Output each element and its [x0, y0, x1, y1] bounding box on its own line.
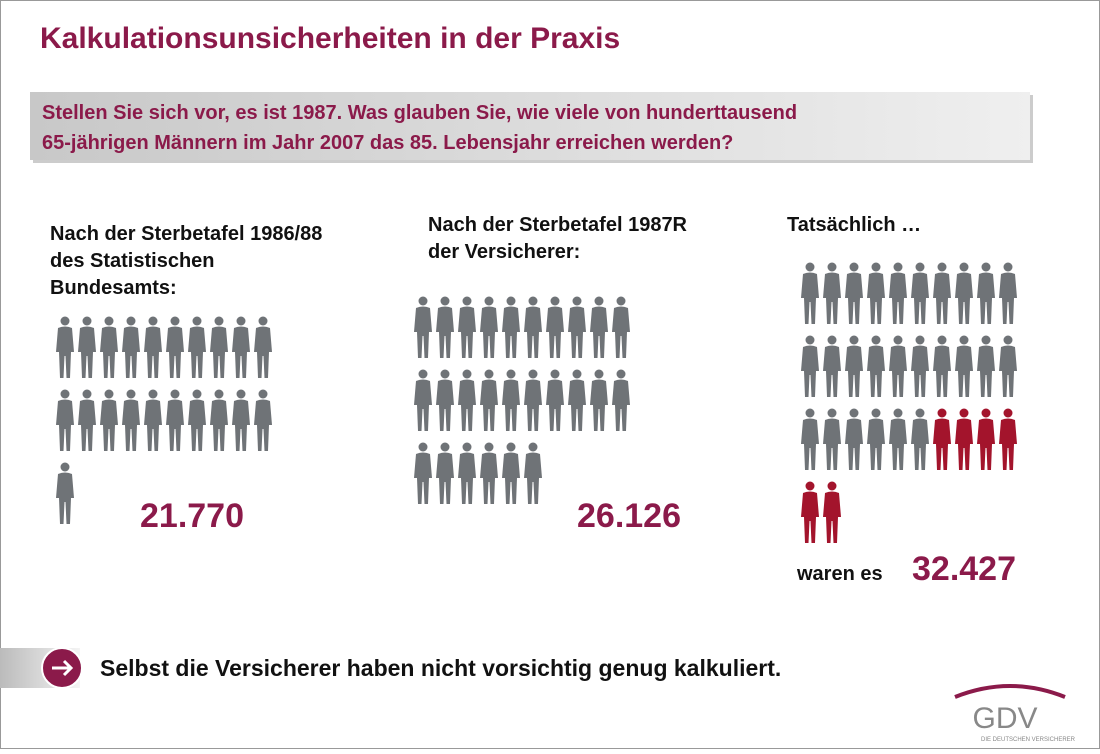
figure-value: 26.126 [577, 497, 681, 535]
column-heading: Nach der Sterbetafel 1987R [428, 214, 688, 236]
column-heading: Nach der Sterbetafel 1986/88 [50, 223, 322, 245]
logo-name: GDV [972, 702, 1037, 735]
logo-tagline: DIE DEUTSCHEN VERSICHERER [981, 737, 1076, 743]
question-box [30, 92, 1030, 160]
title: Kalkulationsunsicherheiten in der Praxis [40, 22, 620, 55]
conclusion: Selbst die Versicherer haben nicht vorsi… [100, 655, 781, 681]
columns: Nach der Sterbetafel 1986/88 des Statisti… [50, 214, 1017, 588]
question-line: 65-jährigen Männern im Jahr 2007 das 85.… [42, 132, 733, 154]
arrow [52, 659, 74, 677]
column-heading: der Versicherer: [428, 241, 580, 263]
column-heading: Tatsächlich … [787, 214, 921, 236]
figure-prefix: waren es [796, 563, 883, 585]
column-heading: des Statistischen [50, 250, 215, 272]
column-heading: Bundesamts: [50, 277, 177, 299]
figure-value: 21.770 [140, 497, 244, 535]
logo-arc [954, 684, 1066, 699]
figure-value: 32.427 [912, 550, 1016, 588]
question-line: Stellen Sie sich vor, es ist 1987. Was g… [42, 102, 797, 124]
